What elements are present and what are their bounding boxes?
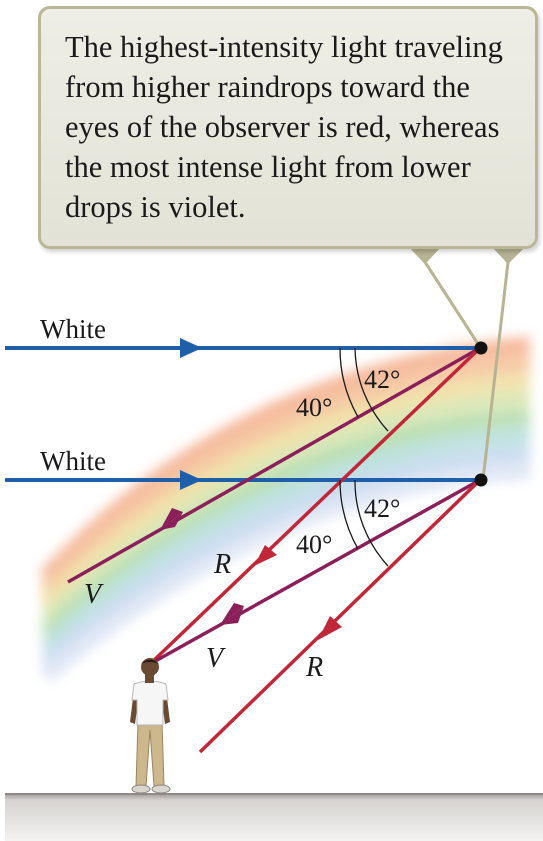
ground xyxy=(5,793,543,841)
angle-lower-violet-label: 40° xyxy=(296,530,332,559)
lower-violet-label: V xyxy=(206,643,226,674)
lower-violet-ray xyxy=(149,478,481,666)
white-ray-upper xyxy=(5,338,480,358)
lower-red-label: R xyxy=(305,652,323,683)
observer-figure xyxy=(130,658,171,794)
lower-raindrop xyxy=(474,473,488,487)
upper-violet-label: V xyxy=(84,579,104,610)
angle-lower-red-label: 42° xyxy=(364,494,400,523)
upper-raindrop xyxy=(474,341,488,355)
lower-red-ray xyxy=(198,478,482,754)
callout-pointers xyxy=(408,246,526,481)
angle-upper-violet-label: 40° xyxy=(296,393,332,422)
white-ray-upper-label: White xyxy=(40,314,106,344)
upper-red-ray xyxy=(148,346,482,666)
angle-arcs xyxy=(339,347,389,567)
upper-red-label: R xyxy=(213,549,231,580)
angle-upper-red-label: 42° xyxy=(364,365,400,394)
upper-violet-ray xyxy=(67,346,481,584)
white-ray-lower-label: White xyxy=(40,446,106,476)
rainbow-arc xyxy=(38,336,531,683)
white-ray-lower xyxy=(5,470,480,490)
callout-text: The highest-intensity light traveling fr… xyxy=(65,30,503,224)
explanation-callout: The highest-intensity light traveling fr… xyxy=(38,6,538,249)
